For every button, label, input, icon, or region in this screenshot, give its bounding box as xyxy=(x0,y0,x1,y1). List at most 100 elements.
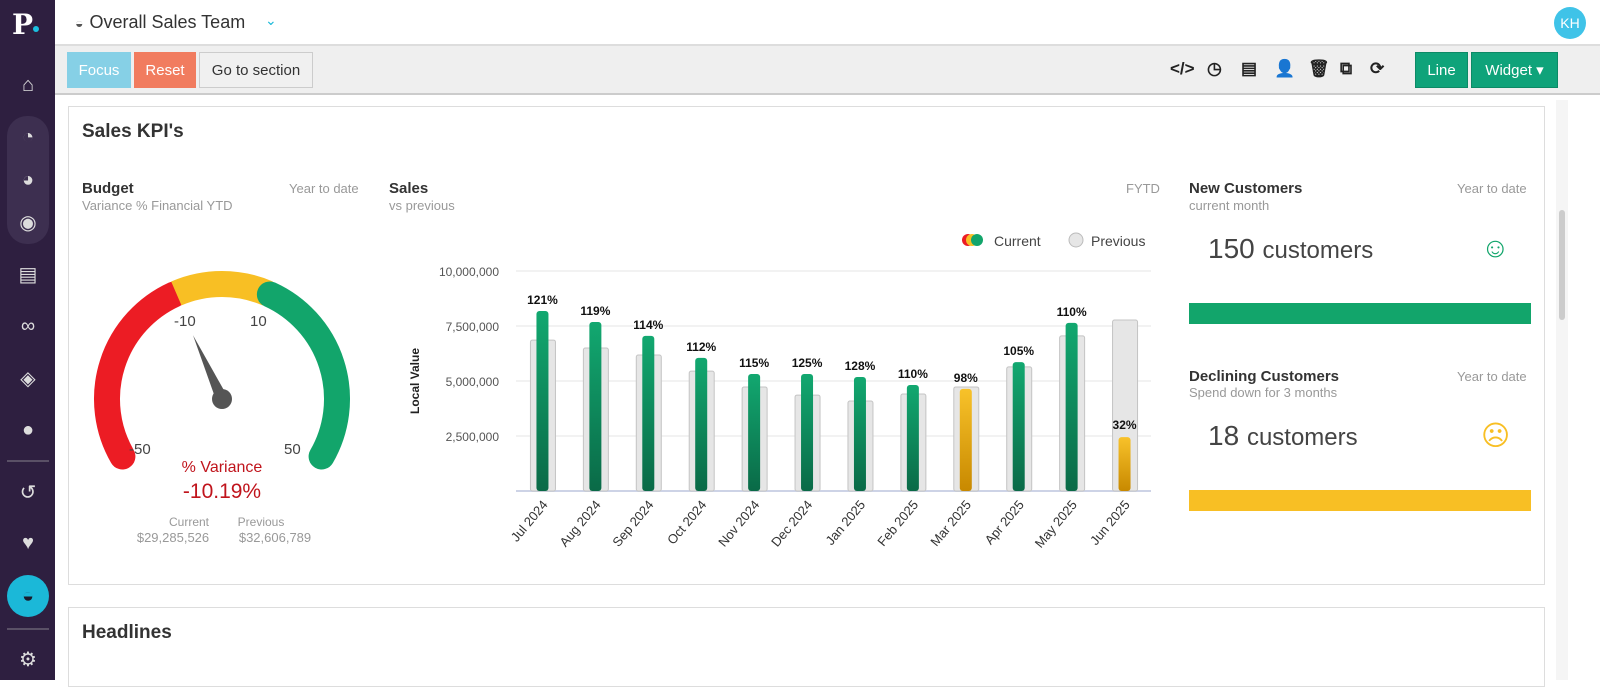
sales-kpi-section: Sales KPI's Budget Variance % Financial … xyxy=(68,106,1545,585)
copy-icon[interactable]: ⧉ xyxy=(1340,59,1353,78)
data-label: 110% xyxy=(1057,305,1087,319)
bar-current xyxy=(906,384,919,491)
gauge-label: % Variance xyxy=(182,459,263,476)
gauge-tick-min: -50 xyxy=(129,441,151,458)
y-tick-label: 10,000,000 xyxy=(439,265,499,279)
sales-period: FYTD xyxy=(1126,181,1160,196)
scrollbar-thumb[interactable] xyxy=(1559,210,1565,320)
code-icon[interactable]: </> xyxy=(1170,59,1195,78)
new-customers-title: New Customers xyxy=(1189,180,1303,197)
headlines-section: Headlines xyxy=(68,607,1545,687)
new-customers-period: Year to date xyxy=(1457,181,1527,196)
x-tick-label: Apr 2025 xyxy=(982,497,1027,547)
pie-chart-alert-icon[interactable]: ◕ xyxy=(21,168,35,191)
sidebar-group xyxy=(7,116,49,244)
widget-dropdown[interactable]: Widget ▾ xyxy=(1471,52,1558,88)
line-button[interactable]: Line xyxy=(1415,52,1468,88)
pie-chart-view-icon[interactable]: ◉ xyxy=(19,211,37,234)
budget-gauge: -50 -10 10 50 % Variance -10.19% Current… xyxy=(94,271,350,545)
pie-chart-icon[interactable]: ◔ xyxy=(21,125,35,148)
gauge-tick-max: 50 xyxy=(284,441,301,458)
section-title: Sales KPI's xyxy=(82,121,184,142)
x-tick-label: Feb 2025 xyxy=(874,497,921,549)
bar-current xyxy=(853,377,866,491)
home-icon[interactable]: ⌂ xyxy=(21,73,35,96)
chevron-down-icon[interactable]: ⌄ xyxy=(265,12,277,28)
data-label: 105% xyxy=(1003,344,1034,358)
data-label: 121% xyxy=(527,293,558,307)
sales-subtitle: vs previous xyxy=(389,198,455,213)
new-customers-bar xyxy=(1189,303,1531,324)
gauge-tick: -10 xyxy=(174,313,196,330)
logo-text: P xyxy=(12,8,34,41)
data-label: 112% xyxy=(686,340,716,354)
data-label: 119% xyxy=(580,304,610,318)
bar-current xyxy=(642,335,655,491)
trash-icon[interactable]: 🗑 xyxy=(1308,59,1330,78)
declining-customers-bar xyxy=(1189,490,1531,511)
new-customers-value: 150 customers xyxy=(1208,233,1374,264)
users-icon[interactable]: 👤 xyxy=(1274,59,1296,78)
y-tick-label: 7,500,000 xyxy=(446,320,500,334)
toolbar: Focus Reset Go to section </> ◷ ▤ 👤 🗑 ⧉ … xyxy=(55,46,1600,95)
data-label: 114% xyxy=(633,318,663,332)
x-tick-label: Jan 2025 xyxy=(822,497,868,548)
bar-current xyxy=(748,373,761,491)
print-icon[interactable]: ▤ xyxy=(1241,59,1258,78)
legend-previous-icon xyxy=(1068,232,1084,248)
reset-button[interactable]: Reset xyxy=(134,52,196,88)
gauge-good-segment xyxy=(256,281,350,470)
data-label: 128% xyxy=(845,359,876,373)
x-tick-label: Oct 2024 xyxy=(664,497,709,547)
data-label: 32% xyxy=(1113,418,1137,432)
dashboard-title: Overall Sales Team xyxy=(89,12,246,32)
tag-icon[interactable]: ◈ xyxy=(20,367,36,390)
history-icon[interactable]: ↺ xyxy=(19,481,37,504)
previous-label: Previous xyxy=(238,515,285,529)
declining-customers-period: Year to date xyxy=(1457,369,1527,384)
gauge-icon: ◒ xyxy=(75,14,84,31)
happy-face-icon: ☺ xyxy=(1481,232,1510,263)
y-axis-label: Local Value xyxy=(408,348,422,414)
x-tick-label: Mar 2025 xyxy=(927,497,974,549)
dashboard-selector[interactable]: ◒ Overall Sales Team xyxy=(75,12,245,33)
focus-button[interactable]: Focus xyxy=(67,52,131,88)
refresh-icon[interactable]: ⟳ xyxy=(1370,59,1385,78)
user-icon[interactable]: ● xyxy=(21,418,35,441)
previous-value: $32,606,789 xyxy=(239,530,311,545)
bar-current xyxy=(589,322,602,491)
heart-icon[interactable]: ♥ xyxy=(22,531,34,554)
logo[interactable]: P xyxy=(12,8,39,41)
gauge-needle xyxy=(193,335,228,402)
gauge-tick: 10 xyxy=(250,313,267,330)
avatar[interactable]: KH xyxy=(1554,7,1586,39)
sales-chart: 2,500,000 5,000,000 7,500,000 10,000,000 121… xyxy=(408,232,1151,551)
scrollbar[interactable] xyxy=(1556,100,1568,680)
x-tick-label: Nov 2024 xyxy=(715,497,762,549)
user-settings-icon[interactable]: ⚙ xyxy=(19,648,37,671)
dashboard-icon[interactable]: ◒ xyxy=(7,575,49,617)
gauge-value: -10.19% xyxy=(183,480,261,503)
declining-customers-subtitle: Spend down for 3 months xyxy=(1189,385,1338,400)
invoice-dollar-icon[interactable]: ▤ xyxy=(18,263,38,286)
top-bar: ◒ Overall Sales Team ⌄ KH xyxy=(55,0,1600,46)
section-title: Headlines xyxy=(82,622,172,643)
bar-current xyxy=(1012,362,1025,491)
y-tick-label: 5,000,000 xyxy=(446,375,500,389)
bar-current xyxy=(959,388,972,491)
bar-current xyxy=(1065,322,1078,491)
bar-current xyxy=(801,373,814,491)
sales-title: Sales xyxy=(389,180,429,197)
gauge-hub xyxy=(212,389,232,409)
go-to-section-button[interactable]: Go to section xyxy=(199,52,313,88)
y-tick-label: 2,500,000 xyxy=(446,430,500,444)
current-label: Current xyxy=(169,515,210,529)
link-icon[interactable]: ∞ xyxy=(20,314,36,337)
budget-period: Year to date xyxy=(289,181,359,196)
neutral-face-icon: ☹ xyxy=(1481,420,1511,451)
data-label: 125% xyxy=(792,356,823,370)
legend-current-icon xyxy=(971,234,983,246)
bar-current xyxy=(1118,437,1131,491)
data-label: 110% xyxy=(898,367,928,381)
clock-icon[interactable]: ◷ xyxy=(1207,59,1222,78)
